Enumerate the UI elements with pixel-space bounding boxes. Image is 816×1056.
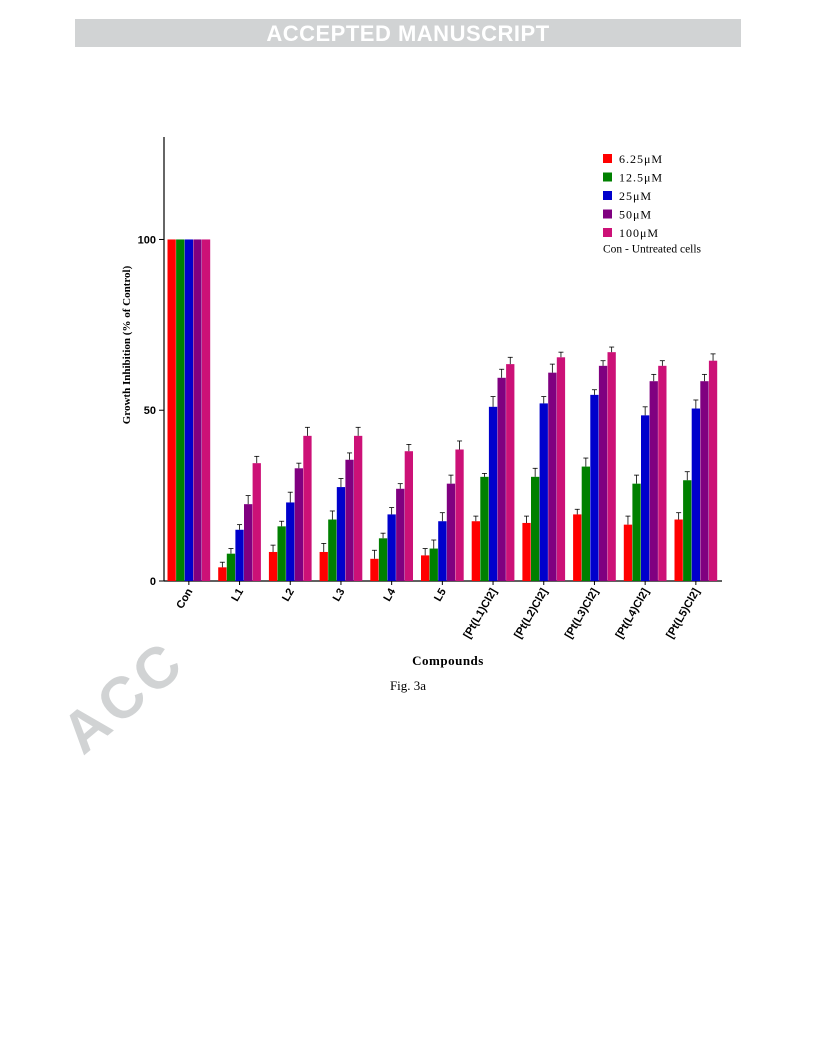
bar bbox=[345, 459, 354, 581]
x-tick-label: Con bbox=[174, 586, 195, 611]
bar bbox=[354, 435, 363, 581]
legend-swatch bbox=[603, 172, 612, 182]
bar bbox=[328, 519, 337, 581]
bar bbox=[708, 360, 718, 581]
bar bbox=[573, 514, 582, 581]
x-tick-label: [Pt(L5)Cl2] bbox=[664, 586, 702, 640]
bar bbox=[252, 463, 261, 581]
bar bbox=[396, 488, 405, 581]
bar bbox=[522, 522, 531, 581]
bar bbox=[218, 567, 227, 581]
bar bbox=[674, 519, 683, 581]
figure-caption: Fig. 3a bbox=[389, 678, 427, 693]
bar bbox=[539, 403, 548, 581]
bar bbox=[531, 476, 540, 581]
bar bbox=[480, 476, 489, 581]
legend-label: 100μM bbox=[619, 226, 659, 240]
bar bbox=[387, 514, 396, 581]
x-tick-label: L2 bbox=[280, 587, 297, 604]
x-tick-label: L4 bbox=[381, 586, 398, 604]
bar bbox=[700, 381, 709, 581]
x-axis-label: Compounds bbox=[412, 653, 484, 668]
bar bbox=[548, 372, 557, 581]
legend-swatch bbox=[603, 154, 612, 163]
bar bbox=[319, 551, 328, 581]
bar bbox=[446, 483, 456, 581]
x-tick-label: L1 bbox=[229, 587, 246, 604]
bar bbox=[506, 364, 515, 581]
bar bbox=[429, 548, 438, 581]
y-axis-label: Growth Inhibition (% of Control) bbox=[121, 265, 133, 424]
legend-note: Con - Untreated cells bbox=[603, 244, 702, 256]
bar bbox=[623, 524, 633, 581]
bar bbox=[471, 521, 480, 581]
y-tick-label: 0 bbox=[150, 576, 156, 588]
bar bbox=[581, 466, 590, 581]
bar bbox=[556, 357, 566, 581]
x-tick-label: [Pt(L3)Cl2] bbox=[563, 586, 601, 640]
bar bbox=[167, 239, 176, 581]
bar bbox=[607, 352, 616, 581]
legend-swatch bbox=[603, 209, 612, 219]
legend-swatch bbox=[603, 191, 612, 200]
bar bbox=[184, 239, 193, 581]
bar bbox=[235, 529, 244, 581]
bar bbox=[691, 408, 700, 581]
x-tick-label: L5 bbox=[432, 587, 449, 604]
x-tick-label: L3 bbox=[331, 587, 348, 604]
x-tick-label: [Pt(L1)Cl2] bbox=[461, 586, 499, 640]
bar bbox=[277, 526, 286, 581]
bar bbox=[641, 415, 650, 581]
bar bbox=[598, 365, 608, 581]
bar bbox=[590, 394, 599, 581]
bar bbox=[649, 381, 658, 581]
bar bbox=[632, 483, 641, 581]
bar bbox=[336, 487, 346, 581]
bar bbox=[176, 239, 185, 581]
y-tick-label: 100 bbox=[138, 234, 156, 246]
legend-label: 50μM bbox=[619, 208, 652, 222]
bar bbox=[404, 451, 413, 581]
legend-label: 6.25μM bbox=[619, 152, 663, 166]
bar bbox=[268, 551, 278, 581]
y-tick-label: 50 bbox=[144, 405, 156, 417]
legend-label: 12.5μM bbox=[619, 171, 663, 185]
x-tick-label: [Pt(L2)Cl2] bbox=[512, 586, 550, 640]
bar bbox=[683, 480, 692, 581]
bar bbox=[303, 435, 312, 581]
bar bbox=[370, 558, 379, 581]
bar bbox=[294, 468, 303, 581]
bar bbox=[378, 538, 388, 581]
legend-label: 25μM bbox=[619, 189, 652, 203]
bar bbox=[421, 555, 430, 581]
bar bbox=[226, 553, 236, 581]
legend-swatch bbox=[603, 228, 612, 237]
bar bbox=[497, 377, 506, 581]
x-tick-label: [Pt(L4)Cl2] bbox=[614, 586, 652, 640]
bar bbox=[488, 406, 498, 581]
bar bbox=[286, 502, 295, 581]
bar bbox=[438, 521, 447, 581]
bar bbox=[201, 239, 211, 581]
bar bbox=[658, 365, 667, 581]
bar bbox=[244, 504, 253, 581]
accepted-manuscript-banner: ACCEPTED MANUSCRIPT bbox=[75, 19, 741, 47]
bar bbox=[455, 449, 464, 581]
bar bbox=[193, 239, 202, 581]
